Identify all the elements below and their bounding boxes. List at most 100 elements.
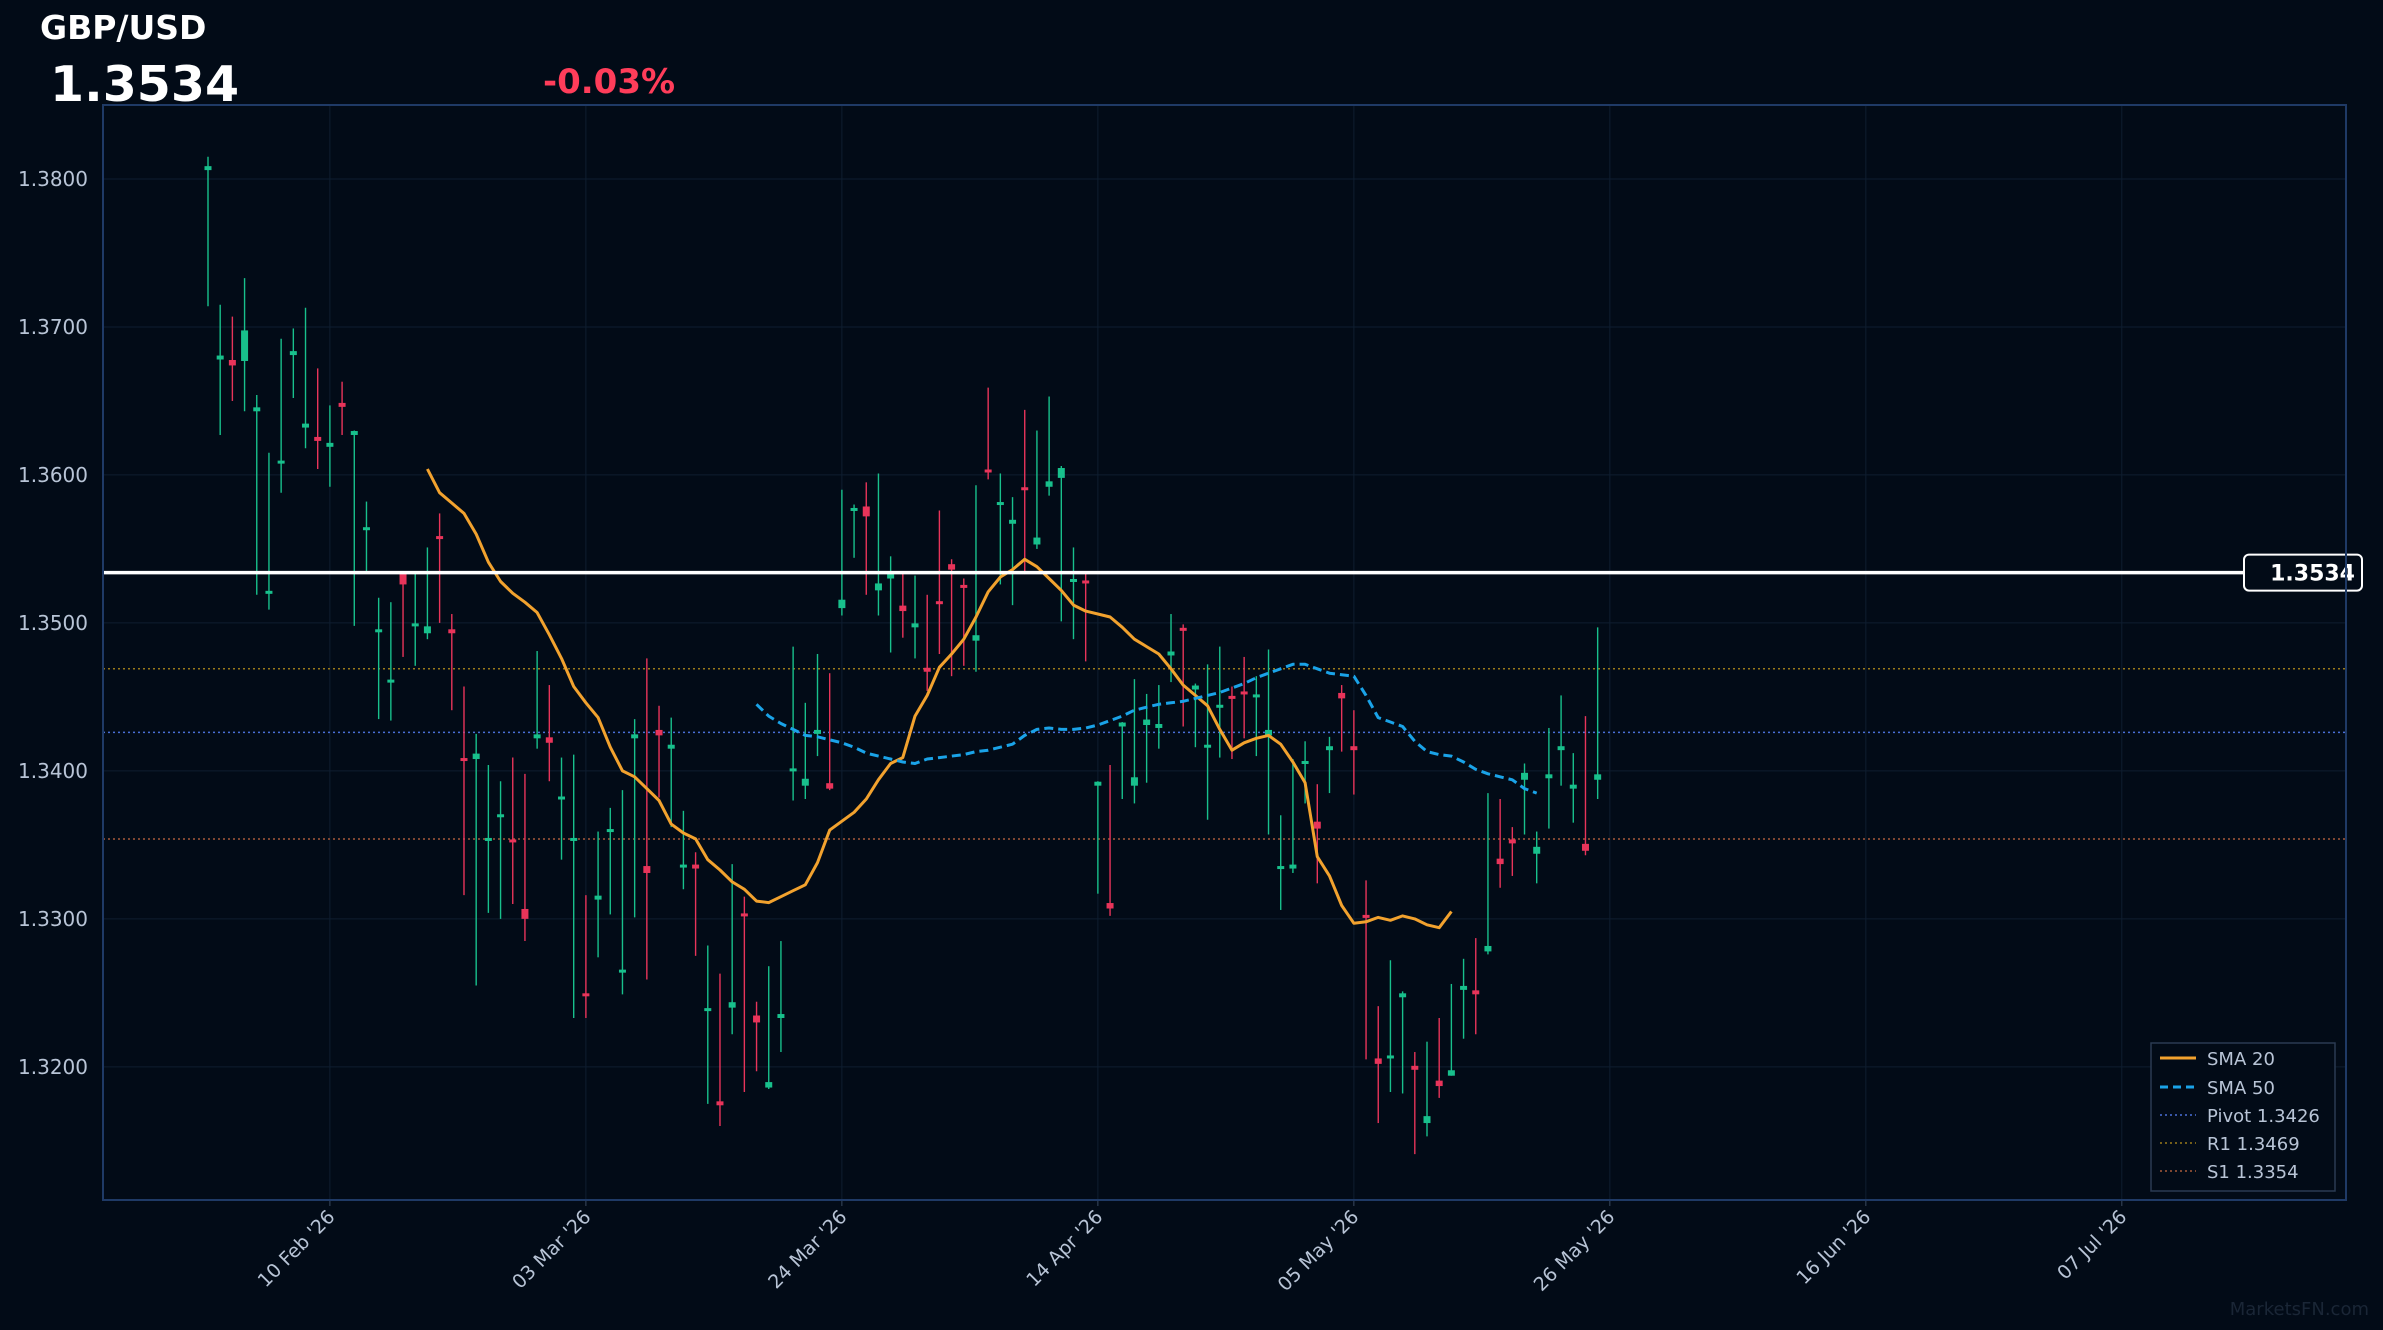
candle [814,653,821,757]
candle [1252,676,1260,757]
candle-body [1313,821,1321,829]
candle [1204,664,1212,820]
candle-body [704,1008,712,1012]
candle-body [1411,1065,1419,1070]
candle [472,733,480,986]
candle-body [1265,729,1273,736]
candle-body [801,778,809,786]
pair-title: GBP/USD [40,8,207,47]
candle [667,717,675,828]
x-tick-label: 05 May '26 [1274,1206,1364,1296]
candle [362,501,370,572]
candle-body [1240,691,1248,695]
candle [606,807,614,915]
candle [1521,763,1529,835]
candle-body [1277,866,1285,870]
candle-body [545,737,553,743]
candle-body [1581,843,1589,851]
candle-body [241,330,249,361]
candle [253,395,261,595]
candle [204,156,212,307]
candle-body [765,1082,773,1088]
candle [1228,686,1236,760]
candle-body [558,796,566,800]
candle [411,571,419,666]
candle [1435,1017,1443,1098]
x-tick-label: 24 Mar '26 [764,1206,851,1293]
candle [326,405,334,487]
candle-body [1508,839,1516,844]
candle-body [216,355,224,360]
candle [887,556,895,653]
candle-body [289,351,297,356]
candle-body [314,436,322,441]
candle [1496,798,1504,888]
candle-body [826,783,834,789]
candle-body [874,583,882,591]
candle-body [618,969,626,973]
candle [838,489,846,616]
candle-body [228,359,236,366]
candle-body [509,839,517,843]
candle-body [643,866,651,873]
candle [740,896,748,1092]
price-change: -0.03% [543,62,676,102]
x-tick-label: 16 Jun '26 [1792,1206,1875,1289]
candle-body [1399,993,1407,998]
candle-body [460,758,468,762]
candle-body [253,407,261,412]
candle [1289,759,1297,873]
candle [1021,409,1029,575]
candle [643,658,651,980]
candle-body [631,734,639,739]
candle [1399,991,1407,1094]
level-layer [103,668,2346,840]
y-tick-label: 1.3500 [18,611,88,635]
candle [582,895,590,1018]
candle [375,597,383,720]
candle [1106,764,1114,916]
x-tick-label: 07 Jul '26 [2053,1206,2131,1284]
candle [423,547,431,640]
candle-body [1179,627,1187,631]
candle [1569,753,1577,823]
candle-body [1009,519,1017,524]
candle-body [484,837,492,841]
candle-body [582,993,590,997]
candle-body [1155,724,1163,728]
candle [1118,722,1126,799]
candle [241,278,249,412]
candle-body [1228,695,1236,699]
candle [826,673,834,791]
candle [1265,649,1273,835]
candle-body [387,679,395,683]
candle-body [935,601,943,605]
candle-body [1423,1116,1431,1124]
candle [960,578,968,666]
candle [460,686,468,896]
candle-body [423,626,431,634]
candle [972,485,980,672]
candle [509,757,517,905]
candle-body [679,864,687,868]
candle [1155,685,1163,749]
candle [1069,547,1077,640]
candle-body [1374,1058,1382,1064]
candle [570,754,578,1018]
watermark: MarketsFN.com [2229,1299,2369,1320]
candle-body [740,913,748,917]
candle-body [923,667,931,672]
plot-border [102,104,2347,1201]
candle [387,602,395,721]
candle [1545,727,1553,829]
candle-body [1301,761,1309,764]
candle-body [350,431,358,435]
candle-body [1167,651,1175,656]
candle-body [533,734,541,739]
candle [704,945,712,1104]
candle-body [1118,722,1126,727]
candle-body [204,166,212,171]
candle [1277,815,1285,910]
candle-body [265,590,273,594]
